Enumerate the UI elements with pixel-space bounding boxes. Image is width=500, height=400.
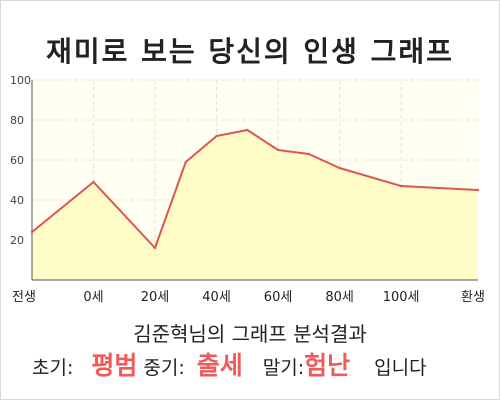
x-tick-label: 80세 xyxy=(325,290,354,305)
data-point xyxy=(338,166,341,170)
y-tick-label: 80 xyxy=(10,114,24,127)
y-tick-label: 20 xyxy=(10,234,24,247)
area-fill xyxy=(32,130,478,280)
y-tick-labels: 20 40 60 80 100 xyxy=(10,74,31,247)
page-title: 재미로 보는 당신의 인생 그래프 xyxy=(46,35,454,68)
data-point xyxy=(30,230,34,234)
data-point xyxy=(215,134,218,138)
x-tick-label: 100세 xyxy=(383,290,420,305)
data-point xyxy=(153,246,157,250)
x-tick-label: 전생 xyxy=(12,290,36,305)
late-label: 말기: xyxy=(262,357,305,379)
x-tick-label: 0세 xyxy=(83,290,103,305)
middle-label: 중기: xyxy=(143,357,185,379)
data-point xyxy=(307,152,311,156)
middle-value: 출세 xyxy=(196,351,243,380)
result-heading: 김준혁님의 그래프 분석결과 xyxy=(133,322,367,346)
x-tick-label: 60세 xyxy=(264,290,293,305)
x-tick-label: 20세 xyxy=(141,290,170,305)
result-suffix: 입니다 xyxy=(374,357,427,379)
y-tick-label: 100 xyxy=(10,74,31,87)
x-tick-labels: 전생 0세 20세 40세 60세 80세 100세 환생 xyxy=(12,290,485,305)
early-value: 평범 xyxy=(91,351,138,380)
x-tick-label: 40세 xyxy=(202,290,231,305)
y-tick-label: 40 xyxy=(10,194,24,207)
data-point xyxy=(184,160,187,164)
x-tick-label: 환생 xyxy=(461,290,485,305)
late-value: 험난 xyxy=(304,351,351,380)
early-label: 초기: xyxy=(32,357,74,379)
data-point xyxy=(276,148,280,152)
data-point xyxy=(399,184,403,188)
data-point xyxy=(92,180,95,184)
y-tick-label: 60 xyxy=(10,154,24,167)
result-summary: 초기: 평범 중기: 출세 말기: 험난 입니다 xyxy=(32,346,492,382)
data-point xyxy=(246,128,249,132)
data-point xyxy=(476,188,480,192)
